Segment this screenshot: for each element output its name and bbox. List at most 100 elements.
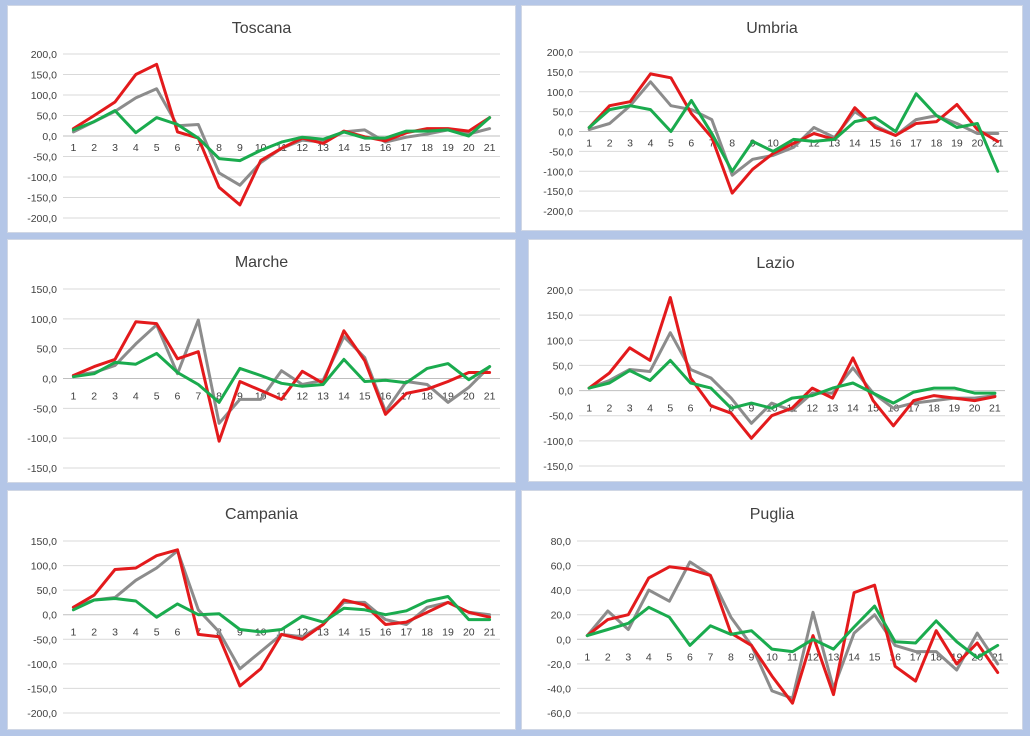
series-line-1 bbox=[71, 318, 492, 425]
y-tick-label: 50,0 bbox=[37, 585, 58, 597]
x-tick-label: 17 bbox=[401, 142, 413, 154]
x-tick-label: 13 bbox=[317, 627, 329, 639]
x-tick-label: 16 bbox=[380, 142, 392, 154]
y-tick-label: -150,0 bbox=[27, 193, 57, 205]
x-tick-label: 1 bbox=[70, 391, 76, 403]
x-tick-label: 6 bbox=[688, 138, 694, 150]
x-tick-label: 16 bbox=[890, 138, 902, 150]
x-tick-label: 14 bbox=[338, 627, 350, 639]
series-line-2 bbox=[587, 72, 1000, 195]
x-tick-label: 4 bbox=[648, 138, 654, 150]
x-tick-label: 12 bbox=[806, 403, 818, 415]
x-tick-label: 2 bbox=[607, 403, 613, 415]
chart-svg: Lazio 200,0 150,0 100,0 50,0 0,0 -50,0 -100,0 -1… bbox=[543, 255, 1005, 473]
chart-panel-campania: Campania 150,0 100,0 50,0 0,0 -50,0 -100,0 -150… bbox=[7, 490, 516, 730]
chart-panel-toscana: Toscana 200,0 150,0 100,0 50,0 0,0 -50,0 -100,0… bbox=[7, 5, 516, 233]
series-line-3 bbox=[587, 92, 1000, 173]
series-line-2 bbox=[71, 548, 492, 688]
x-tick-label: 5 bbox=[154, 142, 160, 154]
x-tick-label: 3 bbox=[627, 403, 633, 415]
x-tick-label: 8 bbox=[216, 391, 222, 403]
x-tick-label: 14 bbox=[849, 138, 861, 150]
y-tick-label: 100,0 bbox=[31, 561, 57, 573]
y-tick-label: -150,0 bbox=[543, 461, 573, 473]
y-tick-label: -100,0 bbox=[27, 659, 57, 671]
x-tick-label: 18 bbox=[930, 651, 942, 663]
x-tick-label: 10 bbox=[766, 651, 778, 663]
series-line-3 bbox=[587, 358, 997, 410]
x-tick-label: 3 bbox=[112, 391, 118, 403]
x-tick-label: 15 bbox=[869, 138, 881, 150]
x-tick-label: 11 bbox=[276, 627, 287, 639]
chart-panel-puglia: Puglia 80,0 60,0 40,0 20,0 0,0 -20,0 -40,0 -60,0… bbox=[521, 490, 1023, 730]
x-tick-label: 5 bbox=[667, 403, 673, 415]
y-tick-label: 200,0 bbox=[547, 285, 573, 297]
x-tick-label: 12 bbox=[296, 391, 308, 403]
x-tick-label: 5 bbox=[154, 391, 160, 403]
x-tick-label: 17 bbox=[910, 138, 922, 150]
y-tick-label: 50,0 bbox=[37, 111, 58, 123]
series-line-1 bbox=[71, 87, 492, 187]
y-tick-label: 150,0 bbox=[547, 67, 573, 79]
x-tick-label: 14 bbox=[338, 142, 350, 154]
x-tick-label: 20 bbox=[463, 391, 475, 403]
x-tick-label: 4 bbox=[647, 403, 653, 415]
x-tick-label: 7 bbox=[195, 391, 201, 403]
x-tick-label: 1 bbox=[586, 403, 592, 415]
x-tick-label: 8 bbox=[728, 651, 734, 663]
chart-title: Lazio bbox=[756, 255, 794, 272]
x-tick-label: 19 bbox=[442, 391, 454, 403]
x-tick-label: 2 bbox=[91, 142, 97, 154]
y-tick-label: 50,0 bbox=[37, 344, 58, 356]
x-tick-label: 8 bbox=[216, 142, 222, 154]
x-tick-label: 2 bbox=[91, 627, 97, 639]
x-tick-label: 5 bbox=[666, 651, 672, 663]
y-tick-label: -150,0 bbox=[543, 186, 573, 198]
y-tick-label: 60,0 bbox=[551, 561, 572, 573]
x-tick-label: 15 bbox=[359, 627, 371, 639]
x-tick-label: 7 bbox=[709, 138, 715, 150]
x-tick-label: 10 bbox=[255, 142, 267, 154]
chart-panel-lazio: Lazio 200,0 150,0 100,0 50,0 0,0 -50,0 -100,0 -1… bbox=[528, 239, 1023, 482]
chart-title: Campania bbox=[225, 506, 298, 523]
y-tick-label: -50,0 bbox=[33, 152, 57, 164]
y-tick-label: -40,0 bbox=[547, 683, 571, 695]
x-tick-label: 3 bbox=[112, 142, 118, 154]
y-tick-label: 150,0 bbox=[31, 284, 57, 296]
x-tick-label: 15 bbox=[359, 391, 371, 403]
chart-panel-marche: Marche 150,0 100,0 50,0 0,0 -50,0 -100,0 -150,0… bbox=[7, 239, 516, 483]
x-tick-label: 1 bbox=[70, 627, 76, 639]
x-tick-label: 20 bbox=[969, 403, 981, 415]
x-tick-label: 13 bbox=[827, 403, 839, 415]
chart-svg: Umbria 200,0 150,0 100,0 50,0 0,0 -50,0 -100,0 -… bbox=[543, 20, 1008, 218]
chart-title: Toscana bbox=[232, 20, 292, 37]
y-tick-label: 50,0 bbox=[553, 360, 574, 372]
x-tick-label: 4 bbox=[646, 651, 652, 663]
chart-svg: Toscana 200,0 150,0 100,0 50,0 0,0 -50,0 -100,0… bbox=[27, 20, 500, 225]
x-tick-label: 12 bbox=[808, 138, 820, 150]
chart-panel-umbria: Umbria 200,0 150,0 100,0 50,0 0,0 -50,0 -100,0 -… bbox=[521, 5, 1023, 231]
y-tick-label: 150,0 bbox=[31, 70, 57, 82]
y-tick-label: -50,0 bbox=[33, 403, 57, 415]
x-tick-label: 19 bbox=[951, 138, 963, 150]
x-tick-label: 9 bbox=[237, 142, 243, 154]
y-tick-label: -100,0 bbox=[543, 436, 573, 448]
y-tick-label: -50,0 bbox=[549, 411, 573, 423]
y-tick-label: -100,0 bbox=[27, 172, 57, 184]
x-tick-label: 7 bbox=[708, 403, 714, 415]
x-tick-label: 6 bbox=[175, 391, 181, 403]
y-tick-label: -50,0 bbox=[549, 146, 573, 158]
x-tick-label: 6 bbox=[687, 651, 693, 663]
x-tick-label: 17 bbox=[908, 403, 920, 415]
series-line-1 bbox=[587, 80, 1000, 177]
x-tick-label: 17 bbox=[401, 391, 413, 403]
y-tick-label: -60,0 bbox=[547, 708, 571, 720]
x-tick-label: 17 bbox=[910, 651, 922, 663]
x-tick-label: 1 bbox=[70, 142, 76, 154]
x-tick-label: 16 bbox=[380, 391, 392, 403]
x-tick-label: 6 bbox=[175, 142, 181, 154]
chart-title: Umbria bbox=[746, 20, 798, 37]
x-tick-label: 18 bbox=[421, 142, 433, 154]
y-tick-label: 100,0 bbox=[31, 314, 57, 326]
y-tick-label: 0,0 bbox=[42, 131, 57, 143]
